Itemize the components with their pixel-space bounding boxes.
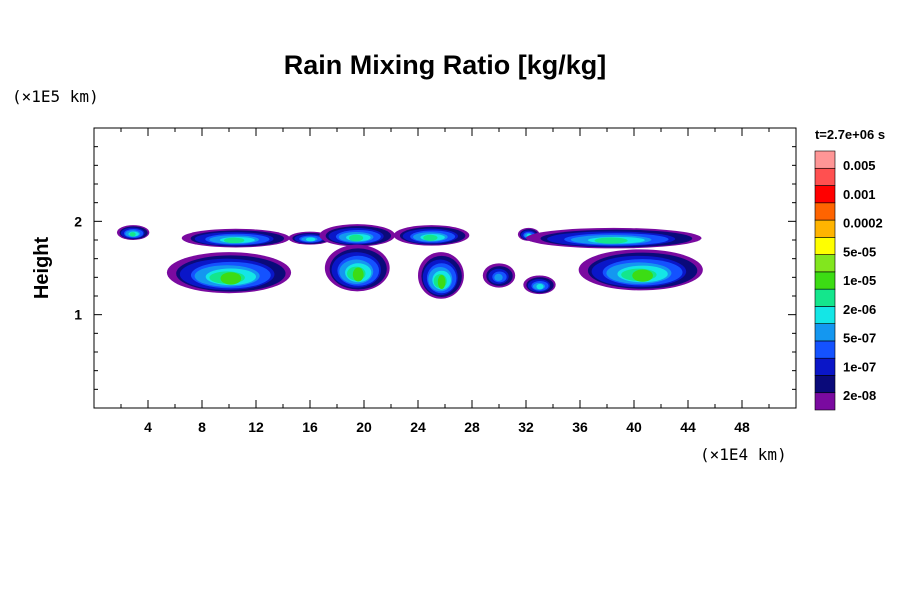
contour-level-5 xyxy=(536,283,544,290)
contour-level-7 xyxy=(632,269,653,282)
contour-level-6 xyxy=(129,232,136,237)
colorbar-label: 5e-07 xyxy=(843,331,876,346)
rain-region xyxy=(482,263,516,288)
y-axis-label: Height xyxy=(31,237,53,300)
colorbar-swatch xyxy=(814,237,836,255)
x-tick-label: 36 xyxy=(572,419,588,435)
colorbar-swatch xyxy=(814,392,836,411)
colorbar-swatch xyxy=(814,271,836,290)
colorbar-swatch xyxy=(814,150,836,169)
x-tick-label: 48 xyxy=(734,419,750,435)
colorbar-swatch xyxy=(814,323,836,342)
x-tick-label: 32 xyxy=(518,419,534,435)
contour-level-4 xyxy=(494,273,503,282)
contour-level-7 xyxy=(352,267,364,282)
contour-level-6 xyxy=(348,234,364,242)
colorbar-swatch xyxy=(814,254,836,273)
colorbar-label: 1e-07 xyxy=(843,359,876,374)
colorbar-label: 0.005 xyxy=(843,158,876,173)
chart-title: Rain Mixing Ratio [kg/kg] xyxy=(284,50,607,80)
colorbar-swatch xyxy=(814,185,836,204)
contour-level-6 xyxy=(223,237,245,244)
colorbar-swatch xyxy=(814,306,836,324)
rain-region xyxy=(324,244,390,292)
rain-region xyxy=(288,231,332,245)
contour-level-7 xyxy=(437,275,446,289)
rain-region xyxy=(418,252,464,299)
rain-region xyxy=(578,249,703,291)
colorbar-label: 5e-05 xyxy=(843,244,876,259)
x-tick-label: 44 xyxy=(680,419,696,435)
colorbar-swatch xyxy=(814,167,836,186)
time-label: t=2.7e+06 s xyxy=(815,127,885,142)
colorbar-swatch xyxy=(814,375,836,394)
rain-region xyxy=(393,225,470,246)
y-tick-label: 2 xyxy=(74,213,82,229)
x-tick-label: 28 xyxy=(464,419,480,435)
rain-region xyxy=(116,225,150,241)
y-unit-label: (×1E5 km) xyxy=(12,87,99,106)
rain-region xyxy=(319,224,396,247)
rain-region xyxy=(526,227,702,249)
contour-field xyxy=(116,224,703,299)
colorbar-swatch xyxy=(814,340,836,359)
colorbar-label: 1e-05 xyxy=(843,273,876,288)
rain-region xyxy=(523,275,556,295)
colorbar: 2e-08 1e-07 5e-07 2e-06 1e-05 5e-05 0.0002 0.00… xyxy=(814,150,883,411)
colorbar-label: 2e-08 xyxy=(843,388,876,403)
rain-region xyxy=(181,228,290,248)
colorbar-label: 0.001 xyxy=(843,187,876,202)
x-tick-label: 8 xyxy=(198,419,206,435)
colorbar-swatch xyxy=(814,202,836,221)
x-tick-label: 16 xyxy=(302,419,318,435)
rain-region xyxy=(166,252,292,294)
colorbar-swatch xyxy=(814,219,836,238)
colorbar-label: 2e-06 xyxy=(843,302,876,317)
x-tick-label: 24 xyxy=(410,419,426,435)
contour-level-7 xyxy=(220,272,242,285)
colorbar-swatch xyxy=(814,357,836,376)
x-unit-label: (×1E4 km) xyxy=(700,445,787,464)
contour-level-6 xyxy=(594,237,628,244)
x-tick-label: 4 xyxy=(144,419,152,435)
contour-level-5 xyxy=(305,237,316,242)
y-tick-label: 1 xyxy=(74,307,82,323)
colorbar-swatch xyxy=(814,288,836,307)
x-tick-label: 40 xyxy=(626,419,642,435)
x-tick-label: 20 xyxy=(356,419,372,435)
x-tick-label: 12 xyxy=(248,419,264,435)
colorbar-label: 0.0002 xyxy=(843,216,883,231)
contour-level-6 xyxy=(423,234,438,241)
